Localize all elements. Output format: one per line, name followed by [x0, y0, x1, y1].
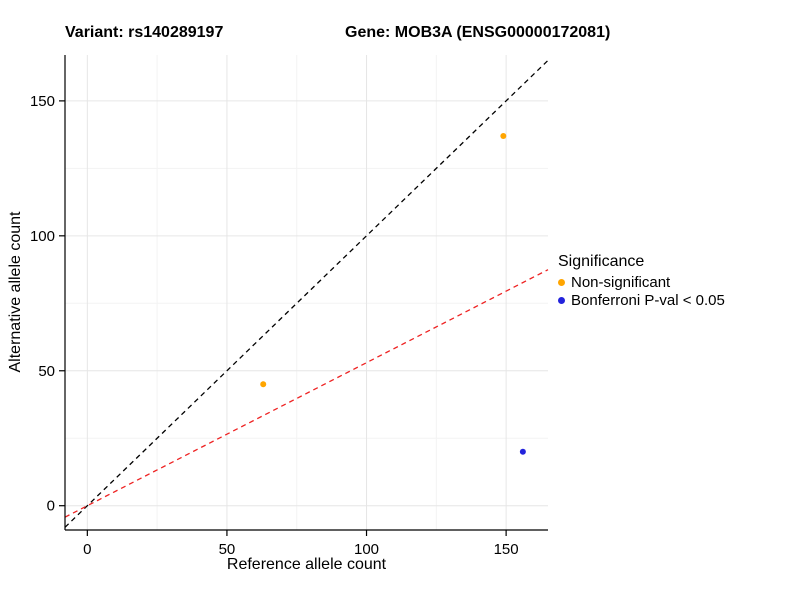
data-point — [260, 381, 267, 388]
data-point — [500, 132, 507, 139]
x-axis-label: Reference allele count — [226, 556, 387, 573]
y-tick-label: 50 — [38, 363, 55, 380]
legend-title: Significance — [558, 253, 645, 270]
y-tick-label: 100 — [30, 228, 55, 245]
legend: Significance Non-significant Bonferroni P… — [558, 253, 725, 310]
x-tick-label: 0 — [83, 541, 91, 558]
x-tick-label: 150 — [494, 541, 519, 558]
gene-title: Gene: MOB3A (ENSG00000172081) — [345, 24, 611, 41]
variant-title: Variant: rs140289197 — [65, 24, 224, 41]
x-tick-label: 50 — [219, 541, 236, 558]
x-tick-label: 100 — [354, 541, 379, 558]
legend-item: Non-significant — [558, 274, 725, 291]
expected-ratio-line — [64, 269, 549, 518]
legend-item: Bonferroni P-val < 0.05 — [558, 292, 725, 309]
legend-dot — [558, 279, 565, 286]
y-tick-label: 0 — [47, 498, 55, 515]
y-tick-label: 150 — [30, 93, 55, 110]
legend-label: Bonferroni P-val < 0.05 — [571, 292, 725, 309]
legend-items: Non-significant Bonferroni P-val < 0.05 — [558, 274, 725, 309]
y-axis-label: Alternative allele count — [7, 211, 24, 373]
legend-dot — [558, 297, 565, 304]
legend-label: Non-significant — [571, 274, 671, 291]
identity-line — [64, 59, 549, 528]
data-point — [519, 448, 526, 455]
